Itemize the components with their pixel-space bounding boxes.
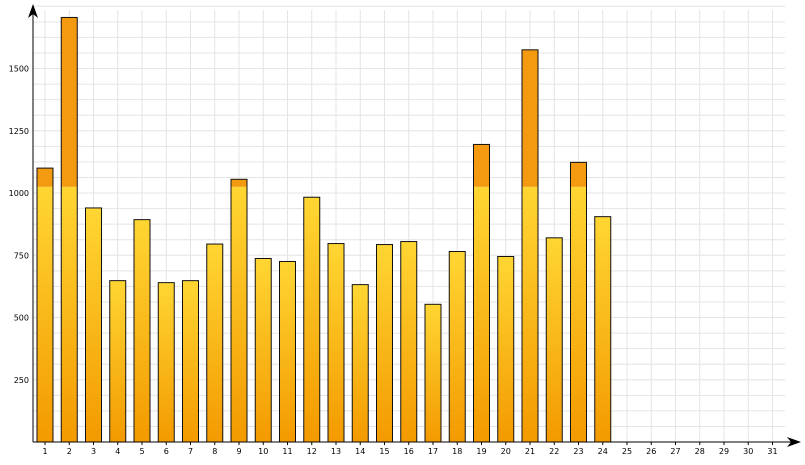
bar-18 bbox=[449, 251, 466, 442]
bar-top-segment-21 bbox=[522, 49, 538, 187]
y-tick-label: 1000 bbox=[9, 189, 29, 198]
bar-top-segment-23 bbox=[570, 162, 587, 187]
bar-20 bbox=[497, 256, 514, 442]
bar-top-segment-19 bbox=[473, 144, 490, 187]
x-axis-arrow bbox=[787, 437, 801, 447]
x-tick-label: 1 bbox=[42, 447, 47, 456]
y-tick-label: 1250 bbox=[9, 127, 29, 136]
x-tick-label: 21 bbox=[525, 447, 535, 456]
x-tick-label: 12 bbox=[307, 447, 317, 456]
bars-group bbox=[36, 16, 612, 443]
x-tick-label: 13 bbox=[331, 447, 341, 456]
y-tick-label: 500 bbox=[14, 314, 29, 323]
bar-top-segment-9 bbox=[231, 179, 247, 187]
x-tick-label: 20 bbox=[501, 447, 511, 456]
x-tick-label: 29 bbox=[719, 447, 729, 456]
x-tick-label: 5 bbox=[139, 447, 144, 456]
y-tick-label: 250 bbox=[14, 376, 29, 385]
x-tick-label: 18 bbox=[452, 447, 462, 456]
x-tick-label: 17 bbox=[428, 447, 438, 456]
bar-top-segment-2 bbox=[61, 17, 78, 187]
bar-5 bbox=[134, 219, 150, 442]
bar-1 bbox=[37, 186, 53, 442]
bar-9 bbox=[231, 186, 247, 442]
bar-17 bbox=[425, 304, 441, 442]
bar-10 bbox=[255, 258, 272, 442]
x-tick-label: 31 bbox=[767, 447, 777, 456]
bar-12 bbox=[303, 197, 320, 442]
x-tick-label: 28 bbox=[695, 447, 705, 456]
bar-11 bbox=[279, 261, 296, 442]
x-tick-label: 9 bbox=[236, 447, 241, 456]
x-tick-label: 8 bbox=[212, 447, 217, 456]
y-tick-labels: 250 500 750 1000 1250 1500 bbox=[9, 65, 29, 385]
y-tick-label: 1500 bbox=[9, 65, 29, 74]
x-tick-label: 3 bbox=[91, 447, 96, 456]
x-tick-label: 4 bbox=[115, 447, 120, 456]
bar-22 bbox=[546, 237, 563, 442]
x-tick-label: 22 bbox=[549, 447, 559, 456]
bar-23 bbox=[570, 186, 587, 442]
bar-6 bbox=[158, 282, 175, 442]
axes-group bbox=[28, 4, 801, 447]
x-tick-label: 6 bbox=[164, 447, 169, 456]
bar-15 bbox=[376, 244, 393, 442]
x-tick-label: 16 bbox=[404, 447, 414, 456]
bar-7 bbox=[182, 280, 199, 442]
x-tick-label: 10 bbox=[258, 447, 268, 456]
x-tick-label: 15 bbox=[379, 447, 389, 456]
bar-3 bbox=[85, 207, 102, 442]
x-tick-label: 30 bbox=[743, 447, 753, 456]
bar-16 bbox=[400, 241, 417, 442]
x-tick-label: 26 bbox=[646, 447, 656, 456]
x-tick-label: 25 bbox=[622, 447, 632, 456]
bar-21 bbox=[522, 186, 538, 442]
x-tick-label: 2 bbox=[67, 447, 72, 456]
bar-2 bbox=[61, 186, 78, 442]
y-axis-arrow bbox=[28, 4, 38, 18]
x-tick-label: 27 bbox=[670, 447, 680, 456]
x-tick-labels: 1 2 3 4 5 6 7 8 9 10 11 12 13 14 15 16 17 18 19 20 21 22 23 24 2… bbox=[42, 447, 777, 456]
bar-24 bbox=[594, 216, 611, 442]
y-tick-label: 750 bbox=[14, 251, 29, 260]
bar-14 bbox=[352, 284, 369, 442]
x-tick-label: 19 bbox=[476, 447, 486, 456]
bar-8 bbox=[206, 244, 223, 442]
x-tick-label: 7 bbox=[188, 447, 193, 456]
bar-13 bbox=[328, 243, 344, 442]
bar-19 bbox=[473, 186, 490, 442]
x-tick-label: 11 bbox=[282, 447, 292, 456]
x-tick-label: 14 bbox=[355, 447, 365, 456]
bar-top-segment-1 bbox=[37, 168, 53, 187]
x-tick-label: 24 bbox=[598, 447, 608, 456]
x-tick-label: 23 bbox=[573, 447, 583, 456]
bar-4 bbox=[109, 280, 126, 442]
